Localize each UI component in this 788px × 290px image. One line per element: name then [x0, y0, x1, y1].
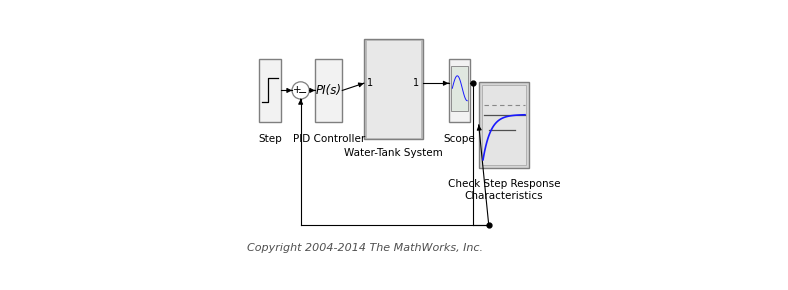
Text: PI(s): PI(s) — [316, 84, 342, 97]
Bar — [366, 40, 421, 137]
Text: Check Step Response
Characteristics: Check Step Response Characteristics — [448, 180, 560, 201]
Text: Water-Tank System: Water-Tank System — [344, 148, 443, 158]
Text: 1: 1 — [367, 78, 374, 88]
Text: Step: Step — [258, 133, 281, 144]
Bar — [479, 82, 529, 168]
Text: −: − — [298, 88, 307, 97]
Text: Copyright 2004-2014 The MathWorks, Inc.: Copyright 2004-2014 The MathWorks, Inc. — [247, 243, 483, 253]
Bar — [482, 85, 526, 164]
Text: 1: 1 — [413, 78, 419, 88]
Bar — [448, 59, 470, 122]
Text: +: + — [293, 85, 302, 95]
Bar — [259, 59, 281, 122]
Text: Scope: Scope — [444, 133, 475, 144]
Bar — [315, 59, 342, 122]
Bar — [452, 66, 468, 110]
Text: PID Controller: PID Controller — [292, 133, 365, 144]
Bar — [364, 39, 422, 139]
